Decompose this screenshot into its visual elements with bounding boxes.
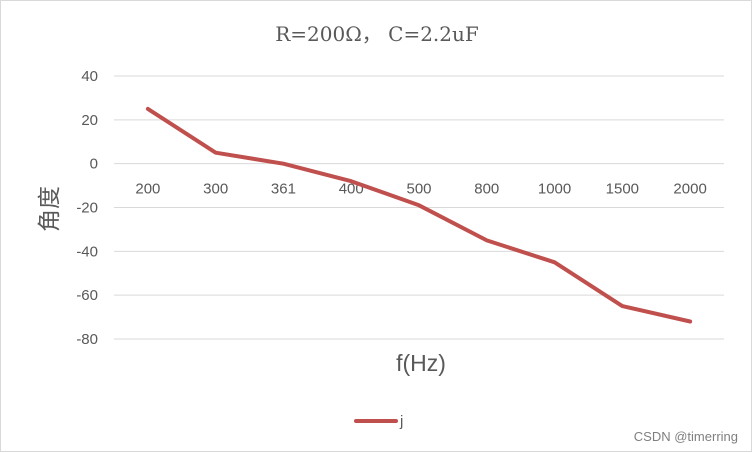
y-tick-label: 0 (90, 156, 98, 173)
y-axis-ticks: 40 20 0 -20 -40 -60 -80 (76, 68, 98, 348)
x-tick-label: 1500 (606, 181, 639, 198)
x-tick-label: 2000 (673, 181, 706, 198)
x-tick-label: 1000 (538, 181, 571, 198)
y-tick-label: 20 (81, 112, 98, 129)
x-axis-label: f(Hz) (396, 350, 446, 376)
y-tick-label: -80 (76, 331, 98, 348)
chart-title: R=200Ω， C=2.2uF (275, 22, 479, 46)
x-tick-label: 800 (474, 181, 499, 198)
y-tick-label: -60 (76, 287, 98, 304)
watermark: CSDN @timerring (634, 429, 738, 444)
y-axis-label: 角度 (37, 186, 63, 232)
y-tick-label: 40 (81, 68, 98, 85)
series-group (148, 109, 690, 322)
x-tick-label: 361 (271, 181, 296, 198)
legend: j (356, 413, 403, 430)
y-tick-label: -20 (76, 200, 98, 217)
x-tick-label: 300 (203, 181, 228, 198)
x-tick-label: 500 (406, 181, 431, 198)
x-tick-label: 200 (135, 181, 160, 198)
legend-label-j: j (399, 413, 403, 430)
series-line-j (148, 109, 690, 322)
y-tick-label: -40 (76, 243, 98, 260)
